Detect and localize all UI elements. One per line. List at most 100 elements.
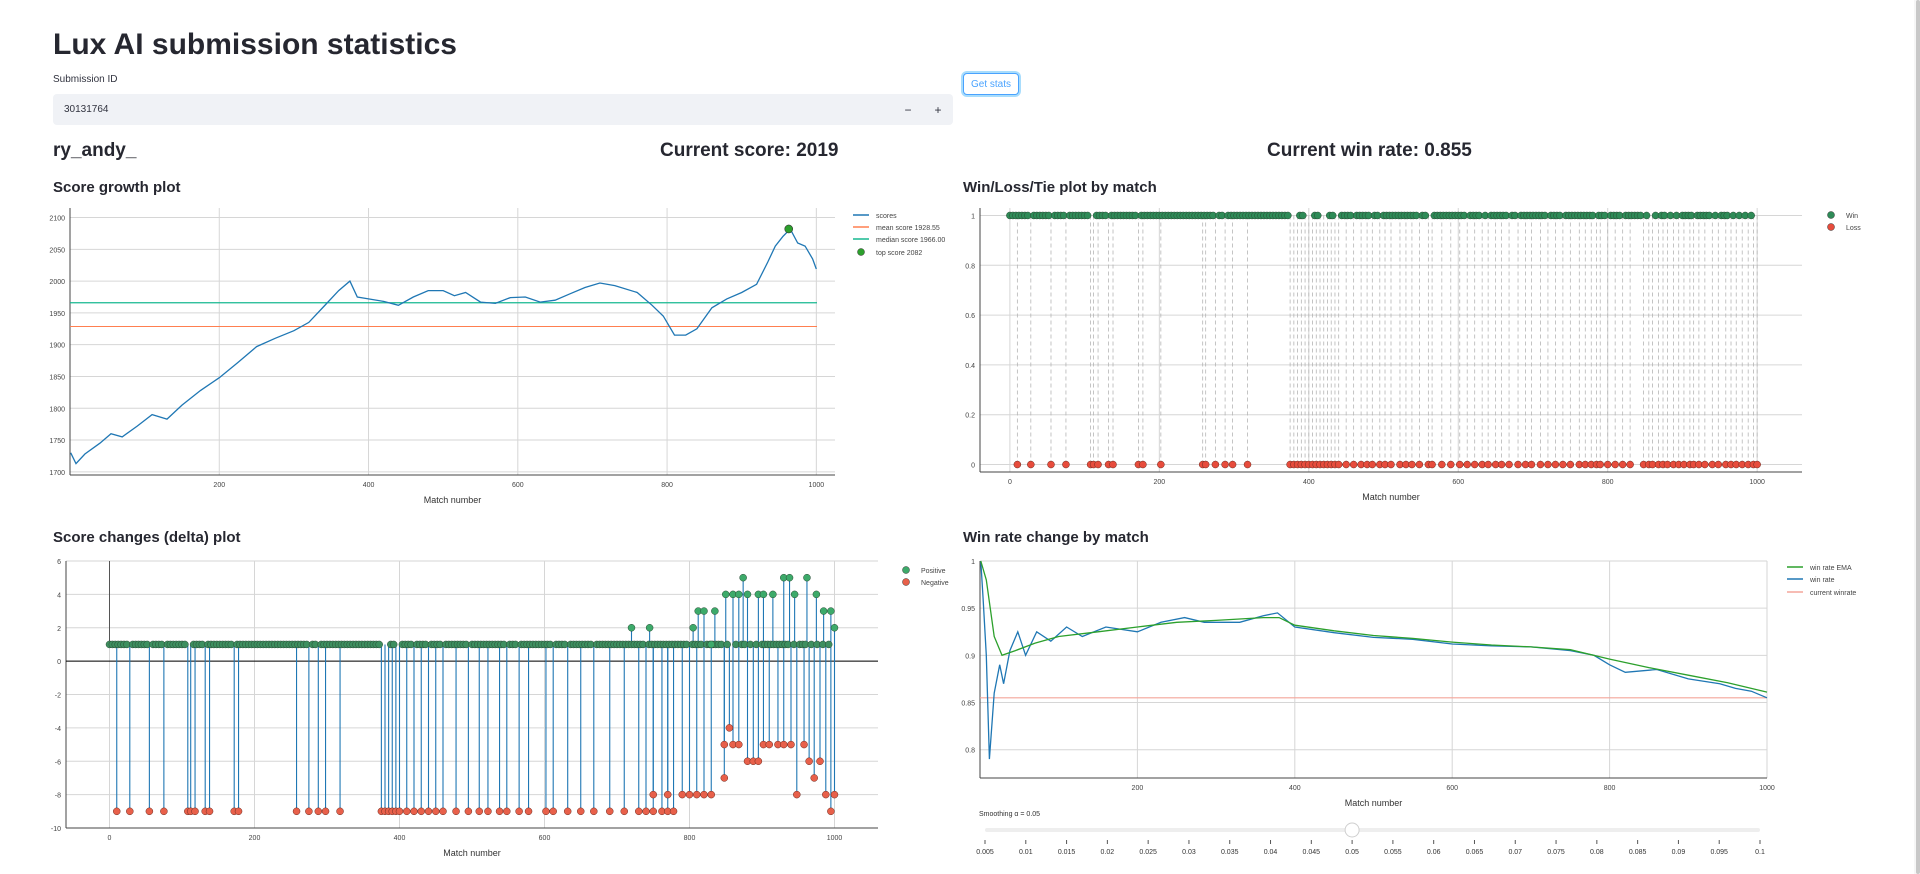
winloss-loss-14 (1211, 460, 1220, 469)
delta-base-186 (723, 640, 731, 649)
delta-ytick-4: -2 (55, 693, 61, 700)
winloss-ytick-3: 0.6 (965, 313, 975, 320)
winloss-loss-55 (1505, 460, 1513, 469)
smoothing-tick-15: 0.08 (1590, 849, 1604, 856)
winloss-plot-area (980, 208, 1802, 472)
delta-positive-12 (759, 590, 768, 599)
growth-scores-line (70, 227, 817, 465)
winrate-xtick-1: 400 (1289, 785, 1301, 792)
delta-ytick-1: -8 (55, 793, 61, 800)
submission-id-field: − + (53, 94, 953, 125)
smoothing-tick-1: 0.01 (1019, 849, 1033, 856)
delta-positive-20 (827, 607, 835, 615)
winloss-loss-70 (1611, 460, 1619, 469)
delta-negative-10 (234, 807, 243, 816)
winloss-xtick-1: 200 (1154, 479, 1166, 486)
delta-positive-0 (627, 624, 636, 632)
delta-positive-9 (739, 573, 747, 582)
winloss-xtick-4: 800 (1602, 479, 1614, 486)
delta-negative-53 (693, 790, 701, 799)
winrate-legend-current-label: current winrate (1810, 590, 1856, 597)
growth-ytick-2: 1800 (49, 406, 65, 413)
winrate-xtick-4: 1000 (1759, 785, 1775, 792)
winloss-loss-47 (1447, 460, 1455, 469)
delta-negative-64 (765, 740, 773, 749)
growth-plot-area (70, 208, 835, 475)
delta-negative-36 (542, 807, 550, 816)
delta-negative-29 (464, 807, 473, 816)
winloss-loss-59 (1536, 460, 1545, 469)
winrate-line (980, 560, 1768, 760)
growth-xlabel: Match number (424, 495, 482, 505)
winloss-loss-69 (1603, 460, 1612, 469)
winloss-ytick-2: 0.4 (965, 363, 975, 370)
delta-negative-38 (563, 807, 572, 816)
winloss-loss-33 (1349, 460, 1358, 469)
delta-positive-13 (769, 590, 777, 599)
delta-base-84 (375, 640, 383, 649)
delta-ytick-3: -4 (55, 726, 61, 733)
smoothing-tick-9: 0.05 (1345, 849, 1359, 856)
winloss-loss-60 (1544, 460, 1552, 469)
winloss-loss-94 (1753, 460, 1761, 469)
winloss-loss-63 (1566, 460, 1575, 469)
delta-negative-35 (524, 807, 533, 816)
delta-xtick-1: 200 (249, 835, 261, 842)
winloss-win-88 (1314, 211, 1322, 220)
smoothing-tick-18: 0.095 (1710, 849, 1728, 856)
delta-legend-positive-label: Positive (921, 568, 946, 575)
delta-xlabel: Match number (443, 848, 501, 858)
growth-legend-top-label: top score 2082 (876, 250, 922, 257)
winloss-loss-61 (1551, 460, 1560, 469)
decrement-button[interactable]: − (904, 102, 912, 117)
winrate-xtick-0: 200 (1132, 785, 1144, 792)
delta-negative-26 (432, 807, 440, 816)
winloss-legend-win-label: Win (1846, 213, 1858, 220)
winloss-loss-39 (1387, 460, 1395, 469)
winloss-loss-31 (1334, 460, 1343, 469)
winloss-loss-46 (1438, 460, 1446, 469)
delta-negative-23 (410, 807, 418, 816)
smoothing-tick-5: 0.03 (1182, 849, 1196, 856)
delta-negative-30 (475, 807, 483, 816)
smoothing-tick-6: 0.035 (1221, 849, 1239, 856)
scrollbar-thumb[interactable] (1916, 0, 1920, 874)
winloss-xtick-0: 0 (1008, 479, 1012, 486)
delta-base-86 (389, 640, 398, 649)
winloss-win-115 (1421, 211, 1430, 220)
delta-positive-10 (743, 590, 752, 599)
winloss-loss-13 (1201, 460, 1210, 469)
smoothing-tick-0: 0.005 (976, 849, 994, 856)
winloss-loss-87 (1714, 460, 1723, 469)
delta-negative-49 (649, 790, 657, 799)
delta-negative-68 (793, 790, 801, 799)
winloss-xtick-3: 600 (1452, 479, 1464, 486)
growth-ytick-0: 1700 (49, 470, 65, 477)
delta-positive-19 (819, 607, 828, 615)
growth-ytick-8: 2100 (49, 216, 65, 223)
delta-legend-positive-swatch (902, 566, 910, 574)
increment-button[interactable]: + (934, 102, 942, 117)
winloss-loss-0 (1013, 460, 1022, 469)
delta-xtick-3: 600 (539, 835, 551, 842)
submission-id-input[interactable] (53, 94, 883, 125)
get-stats-button[interactable]: Get stats (963, 73, 1020, 95)
delta-negative-21 (395, 807, 404, 816)
delta-negative-74 (827, 807, 835, 816)
smoothing-tick-13: 0.07 (1508, 849, 1522, 856)
winloss-loss-85 (1701, 460, 1709, 469)
winloss-loss-43 (1415, 460, 1424, 469)
growth-ytick-7: 2050 (49, 247, 65, 254)
delta-negative-51 (678, 790, 686, 799)
delta-negative-72 (816, 757, 824, 765)
growth-xtick-2: 600 (512, 482, 524, 489)
growth-xtick-0: 200 (213, 482, 225, 489)
delta-negative-24 (417, 807, 425, 816)
winloss-loss-32 (1342, 460, 1350, 469)
delta-positive-22 (707, 640, 715, 649)
winloss-loss-56 (1514, 460, 1522, 469)
winloss-loss-16 (1228, 460, 1237, 469)
delta-ytick-7: 4 (57, 592, 61, 599)
smoothing-slider-handle[interactable] (1344, 822, 1360, 838)
delta-negative-0 (113, 807, 121, 816)
